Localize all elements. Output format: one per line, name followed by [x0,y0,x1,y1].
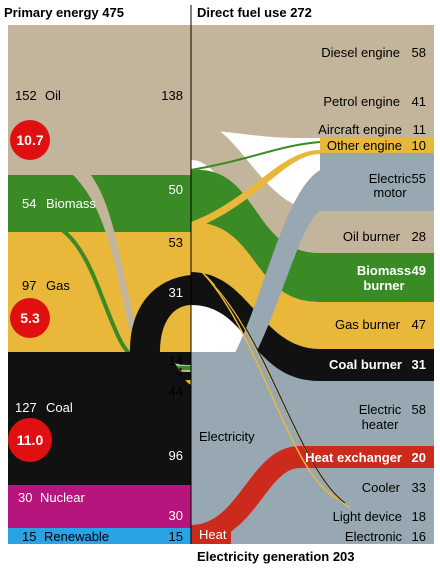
heat-exchanger-value: 20 [412,450,426,465]
cooler-block [330,472,434,502]
heat-exchanger-label: Heat exchanger [305,450,402,465]
heat-label-block [191,525,231,544]
petrol-engine-label: Petrol engine [323,94,400,109]
light-device-label: Light device [333,509,402,524]
other-engine-label: Other engine [327,138,402,153]
flow-bands [8,115,360,544]
cooler-label: Cooler [362,480,401,495]
biomass-burner-label-line1: Biomass [357,263,411,278]
oil-burner-label: Oil burner [343,229,401,244]
renewable-block [8,528,191,544]
electronic-label: Electronic [345,529,403,544]
diesel-engine-value: 58 [412,45,426,60]
oil-burner-block [320,211,434,253]
biomass-burner-block [320,253,434,302]
coal-emission-badge [8,418,52,462]
biomass-burner-label-line2: burner [363,278,404,293]
biomass-burner-value: 49 [412,263,426,278]
coal-burner-label: Coal burner [329,357,402,372]
aircraft-engine-value: 11 [413,122,427,137]
biomass-name: Biomass [46,196,96,211]
biomass-direct-value: 50 [169,182,183,197]
oil-burner-value: 28 [412,229,426,244]
gas-to-electricity-flow [8,282,191,412]
gas-name: Gas [46,278,70,293]
oil-emission-badge [10,120,50,160]
renewable-electricity-value: 15 [169,529,183,544]
nuclear-electricity-value: 30 [169,508,183,523]
oil-direct-value: 138 [161,88,183,103]
electric-heater-label-line1: Electric [359,402,402,417]
biomass-to-other-engine-flow [190,141,321,171]
heat-label: Heat [199,527,227,542]
light-device-block [320,506,434,526]
other-engine-block [320,138,434,153]
electric-heater-value: 58 [412,402,426,417]
heat-exchanger-block [300,446,434,468]
renewable-name: Renewable [44,529,109,544]
coal-direct-value: 31 [169,285,183,300]
electric-motor-block [320,153,434,211]
biomass-electricity-value: 4 [176,365,183,380]
nuclear-block [8,485,191,528]
electronic-value: 16 [412,529,426,544]
biomass-value: 54 [22,196,36,211]
gas-electricity-value: 44 [169,384,183,399]
electric-motor-value: 55 [412,171,426,186]
electronic-block [320,528,434,544]
coal-to-electricity-flow [8,352,191,485]
electric-heater-block [360,384,434,446]
coal-name: Coal [46,400,73,415]
gas-badge-value: 5.3 [20,310,40,326]
coal-burner-block [320,349,434,381]
oil-badge-value: 10.7 [16,132,43,148]
renewable-value: 15 [22,529,36,544]
gas-thin-strand-a [199,269,341,501]
aircraft-engine-label: Aircraft engine [318,122,402,137]
electric-heater-label-line2: heater [362,417,400,432]
electric-motor-label-line1: Electric [369,171,412,186]
oil-value: 152 [15,88,37,103]
coal-arch-flow [130,275,191,352]
oil-to-aircraft-flow [191,115,300,138]
oil-name: Oil [45,88,61,103]
gas-burner-value: 47 [412,317,426,332]
direct-fuel-use-header: Direct fuel use 272 [197,5,312,20]
cooler-value: 33 [412,480,426,495]
gas-emission-badge [10,298,50,338]
coal-badge-value: 11.0 [17,432,44,448]
nuclear-name: Nuclear [40,490,85,505]
coal-thin-strand [214,284,346,504]
oil-electricity-value: 14 [169,353,183,368]
gas-direct-value: 53 [169,235,183,250]
aircraft-engine-block [300,119,434,138]
petrol-engine-value: 41 [412,94,426,109]
coal-electricity-value: 96 [169,448,183,463]
electricity-to-motor-flow [191,170,320,420]
electricity-generation-header: Electricity generation 203 [197,549,355,564]
gas-burner-label: Gas burner [335,317,401,332]
gas-value: 97 [22,278,36,293]
gas-to-burner-flow [191,222,320,349]
heat-to-exchanger-flow [191,446,300,544]
primary-energy-header: Primary energy 475 [4,5,124,20]
end-use-blocks [191,25,434,544]
coal-burner-value: 31 [412,357,426,372]
gas-to-other-engine-flow [191,150,320,230]
petrol-engine-block [191,85,434,119]
nuclear-value: 30 [18,490,32,505]
diesel-engine-label: Diesel engine [321,45,400,60]
electric-motor-label-line2: motor [373,185,407,200]
diesel-engine-block [191,25,434,85]
coal-value: 127 [15,400,37,415]
gas-burner-block [320,302,434,349]
electricity-label: Electricity [199,429,255,444]
light-device-value: 18 [412,509,426,524]
electricity-to-heater-flow [280,384,360,446]
other-engine-value: 10 [412,138,426,153]
